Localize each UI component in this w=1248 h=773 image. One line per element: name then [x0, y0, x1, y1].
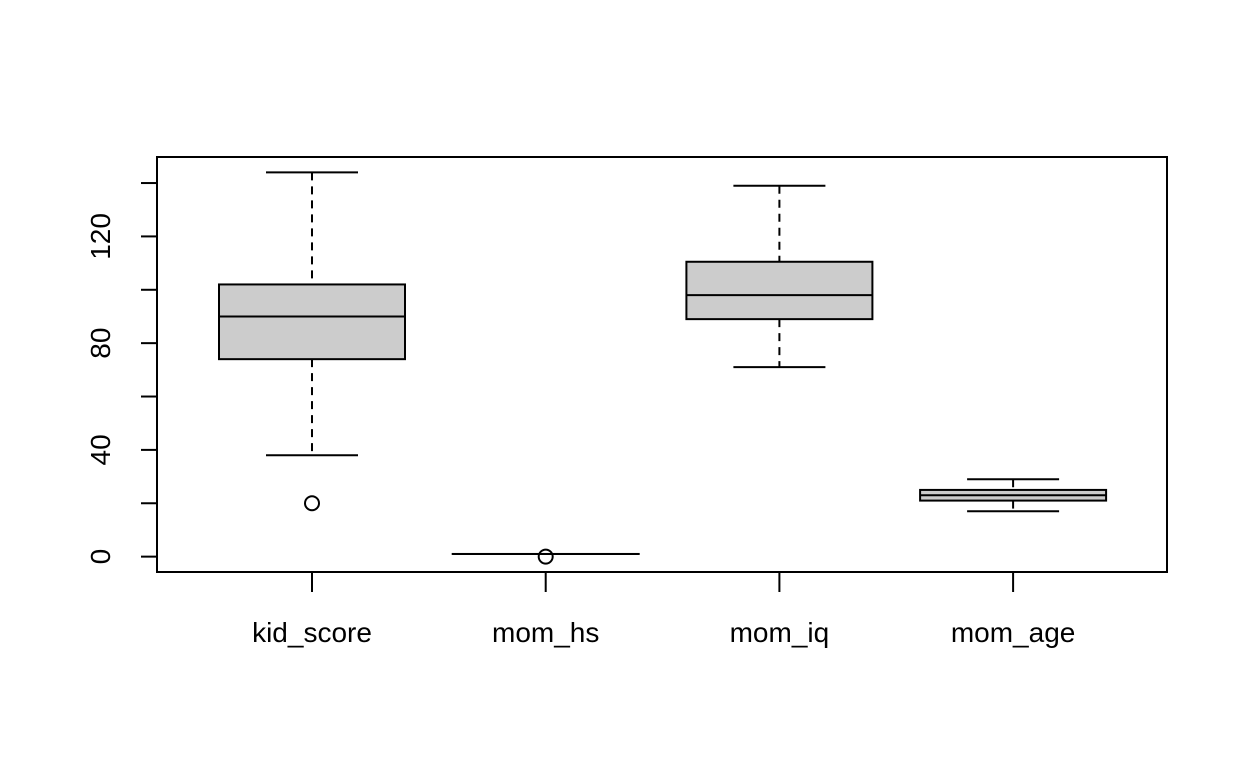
y-tick-label: 0 [85, 549, 116, 565]
x-tick-label: mom_hs [492, 617, 599, 648]
box [219, 284, 405, 359]
x-tick-label: mom_age [951, 617, 1076, 648]
outlier [305, 496, 319, 510]
box [686, 262, 872, 319]
x-tick-label: kid_score [252, 617, 372, 648]
outlier [539, 550, 553, 564]
y-tick-label: 80 [85, 328, 116, 359]
y-tick-label: 40 [85, 434, 116, 465]
y-tick-label: 120 [85, 213, 116, 260]
x-tick-label: mom_iq [730, 617, 830, 648]
